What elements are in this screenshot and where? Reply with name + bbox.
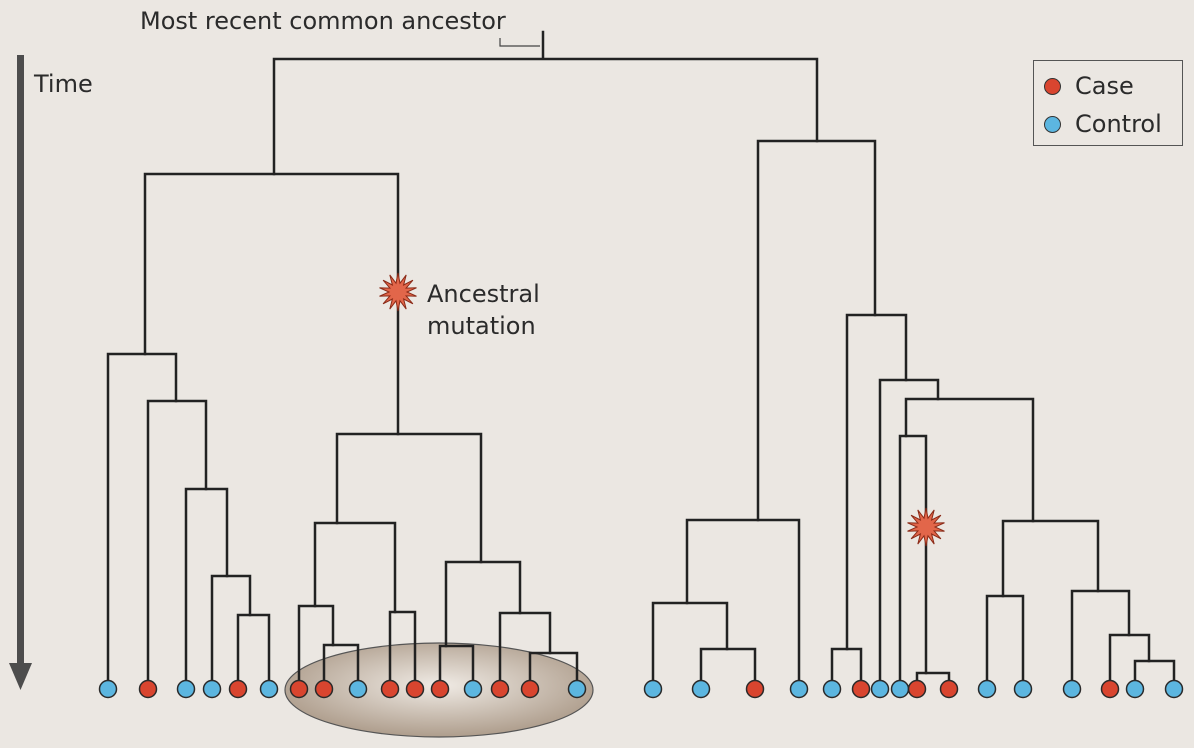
control-leaf: [977, 679, 997, 699]
control-leaf: [202, 679, 222, 699]
legend-item-case: Case: [1044, 72, 1134, 100]
case-leaf: [851, 679, 871, 699]
title-label: Most recent common ancestor: [140, 7, 506, 35]
control-leaf: [567, 679, 587, 699]
control-leaf: [1013, 679, 1033, 699]
annotation-line-1: Ancestral: [427, 280, 540, 308]
control-leaf: [822, 679, 842, 699]
control-leaf: [176, 679, 196, 699]
case-leaf: [314, 679, 334, 699]
case-leaf: [490, 679, 510, 699]
case-leaf: [380, 679, 400, 699]
control-leaf: [98, 679, 118, 699]
time-arrow: [9, 55, 32, 690]
control-leaf: [870, 679, 890, 699]
case-leaf: [1100, 679, 1120, 699]
tree-branches: [106, 30, 1176, 691]
ancestral-mutation-star-icon: [379, 272, 417, 312]
leaf-nodes: [98, 679, 1184, 699]
case-leaf: [138, 679, 158, 699]
control-leaf: [259, 679, 279, 699]
case-leaf: [939, 679, 959, 699]
legend-label-case: Case: [1075, 72, 1134, 100]
control-leaf: [890, 679, 910, 699]
title-leader-line: [499, 38, 540, 47]
legend-label-control: Control: [1075, 110, 1162, 138]
control-leaf: [1164, 679, 1184, 699]
case-leaf: [745, 679, 765, 699]
time-axis-label: Time: [34, 70, 93, 98]
control-leaf: [348, 679, 368, 699]
control-leaf: [643, 679, 663, 699]
control-leaf: [1125, 679, 1145, 699]
case-leaf: [289, 679, 309, 699]
control-dot-icon: [1044, 115, 1061, 133]
control-leaf: [691, 679, 711, 699]
control-leaf: [789, 679, 809, 699]
recurrent-mutation-star-icon: [907, 507, 945, 547]
case-leaf: [405, 679, 425, 699]
legend-item-control: Control: [1044, 110, 1162, 138]
control-leaf: [463, 679, 483, 699]
case-leaf: [228, 679, 248, 699]
case-leaf: [430, 679, 450, 699]
case-dot-icon: [1044, 77, 1061, 95]
annotation-line-2: mutation: [427, 312, 536, 340]
control-leaf: [1062, 679, 1082, 699]
legend: Case Control: [1033, 60, 1183, 146]
case-leaf: [520, 679, 540, 699]
case-leaf: [907, 679, 927, 699]
